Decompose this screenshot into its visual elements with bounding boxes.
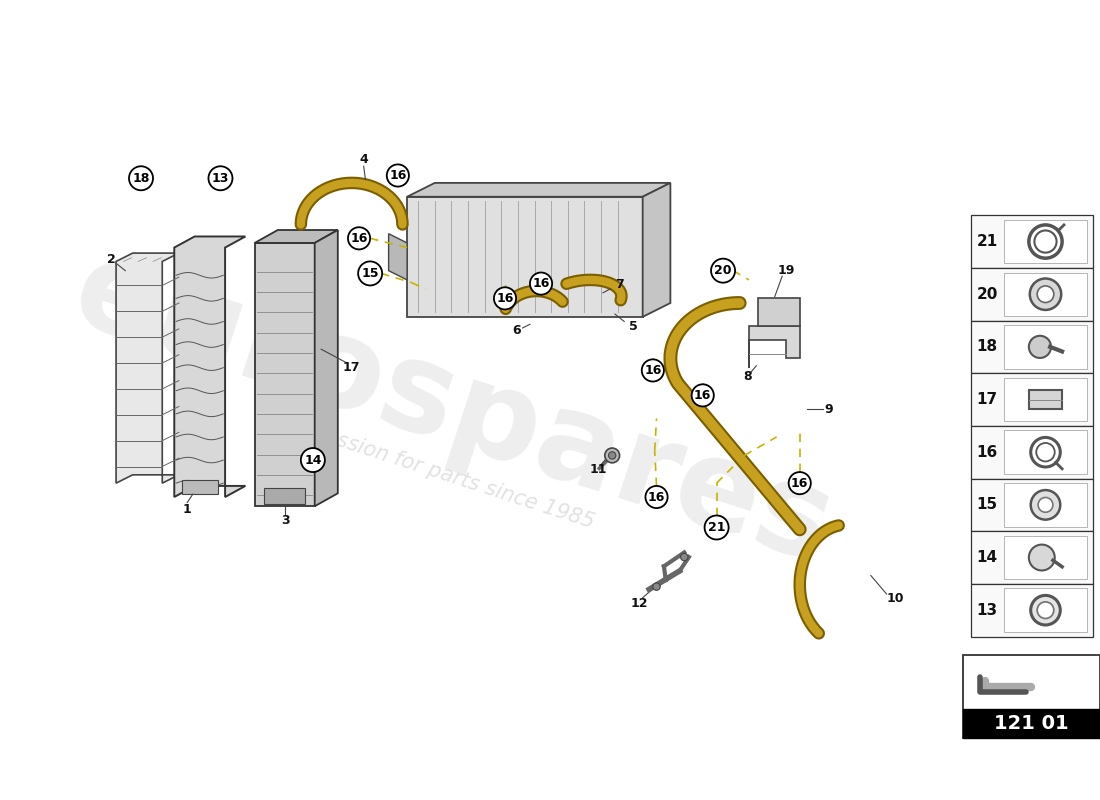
Circle shape (652, 583, 660, 590)
Text: 2: 2 (107, 253, 116, 266)
Circle shape (348, 227, 370, 250)
Circle shape (209, 166, 232, 190)
Polygon shape (749, 326, 800, 368)
Circle shape (494, 287, 516, 310)
Circle shape (1028, 545, 1055, 570)
Text: 3: 3 (280, 514, 289, 526)
Circle shape (530, 273, 552, 294)
Text: 16: 16 (977, 445, 998, 460)
Bar (964, 709, 1100, 738)
Text: 20: 20 (714, 264, 732, 277)
Bar (1028, 390, 1063, 409)
Text: 14: 14 (977, 550, 998, 565)
Text: 21: 21 (977, 234, 998, 249)
Text: 18: 18 (132, 172, 150, 185)
Circle shape (1037, 286, 1054, 302)
Bar (964, 655, 1100, 738)
Circle shape (359, 262, 382, 286)
Polygon shape (758, 298, 800, 326)
Bar (970, 426, 1092, 478)
Circle shape (129, 166, 153, 190)
Polygon shape (388, 234, 407, 280)
Text: eurospares: eurospares (58, 230, 848, 589)
Text: 16: 16 (351, 232, 367, 245)
Polygon shape (254, 243, 315, 506)
Text: 5: 5 (629, 319, 638, 333)
Text: a passion for parts since 1985: a passion for parts since 1985 (292, 416, 597, 532)
Text: 16: 16 (694, 389, 712, 402)
Bar (1004, 273, 1087, 316)
Text: 7: 7 (615, 278, 624, 291)
Polygon shape (117, 253, 179, 483)
Circle shape (692, 384, 714, 406)
Circle shape (1030, 278, 1062, 310)
Circle shape (711, 258, 735, 282)
Circle shape (605, 448, 619, 463)
Text: 10: 10 (887, 592, 903, 605)
Text: 13: 13 (977, 602, 998, 618)
Text: 19: 19 (778, 264, 794, 277)
Circle shape (1031, 595, 1060, 625)
Text: 20: 20 (977, 286, 998, 302)
Bar (264, 488, 306, 504)
Circle shape (681, 554, 688, 561)
Polygon shape (254, 230, 338, 243)
Text: 14: 14 (304, 454, 321, 466)
Polygon shape (407, 183, 670, 197)
Text: 4: 4 (360, 154, 368, 166)
Polygon shape (315, 230, 338, 506)
Bar (970, 268, 1092, 321)
Text: 15: 15 (362, 267, 378, 280)
Bar (1004, 483, 1087, 526)
Circle shape (1037, 602, 1054, 618)
Text: 8: 8 (742, 370, 751, 383)
Circle shape (300, 448, 324, 472)
Text: 1: 1 (183, 502, 191, 515)
Bar (970, 531, 1092, 584)
Bar (970, 478, 1092, 531)
Circle shape (608, 452, 616, 459)
Polygon shape (407, 197, 642, 317)
Polygon shape (174, 237, 245, 497)
Text: 16: 16 (645, 364, 661, 377)
Text: 16: 16 (791, 477, 808, 490)
Circle shape (1028, 336, 1050, 358)
Circle shape (641, 359, 664, 382)
Text: 16: 16 (389, 169, 407, 182)
Polygon shape (642, 183, 670, 317)
Text: 16: 16 (648, 490, 666, 503)
Text: 15: 15 (977, 498, 998, 512)
Text: 16: 16 (532, 277, 550, 290)
Text: 121 01: 121 01 (994, 714, 1069, 733)
Circle shape (705, 515, 728, 539)
Text: 17: 17 (343, 361, 361, 374)
Text: 9: 9 (824, 402, 833, 416)
Text: 6: 6 (512, 324, 520, 338)
Circle shape (789, 472, 811, 494)
Bar (1004, 325, 1087, 369)
Bar (970, 215, 1092, 268)
Bar (1004, 589, 1087, 632)
Text: 11: 11 (590, 462, 607, 476)
Bar (182, 480, 218, 494)
Bar (1004, 378, 1087, 422)
Text: 18: 18 (977, 339, 998, 354)
Text: 12: 12 (630, 597, 648, 610)
Bar (970, 321, 1092, 374)
Text: 16: 16 (496, 292, 514, 305)
Bar (1004, 220, 1087, 263)
Bar (1004, 430, 1087, 474)
Text: 21: 21 (707, 521, 725, 534)
Bar (970, 374, 1092, 426)
Bar (970, 584, 1092, 637)
Circle shape (387, 165, 409, 186)
Circle shape (1038, 498, 1053, 512)
Text: 17: 17 (977, 392, 998, 407)
Text: 13: 13 (212, 172, 229, 185)
Circle shape (1031, 490, 1060, 520)
Bar (1004, 536, 1087, 579)
Circle shape (646, 486, 668, 508)
